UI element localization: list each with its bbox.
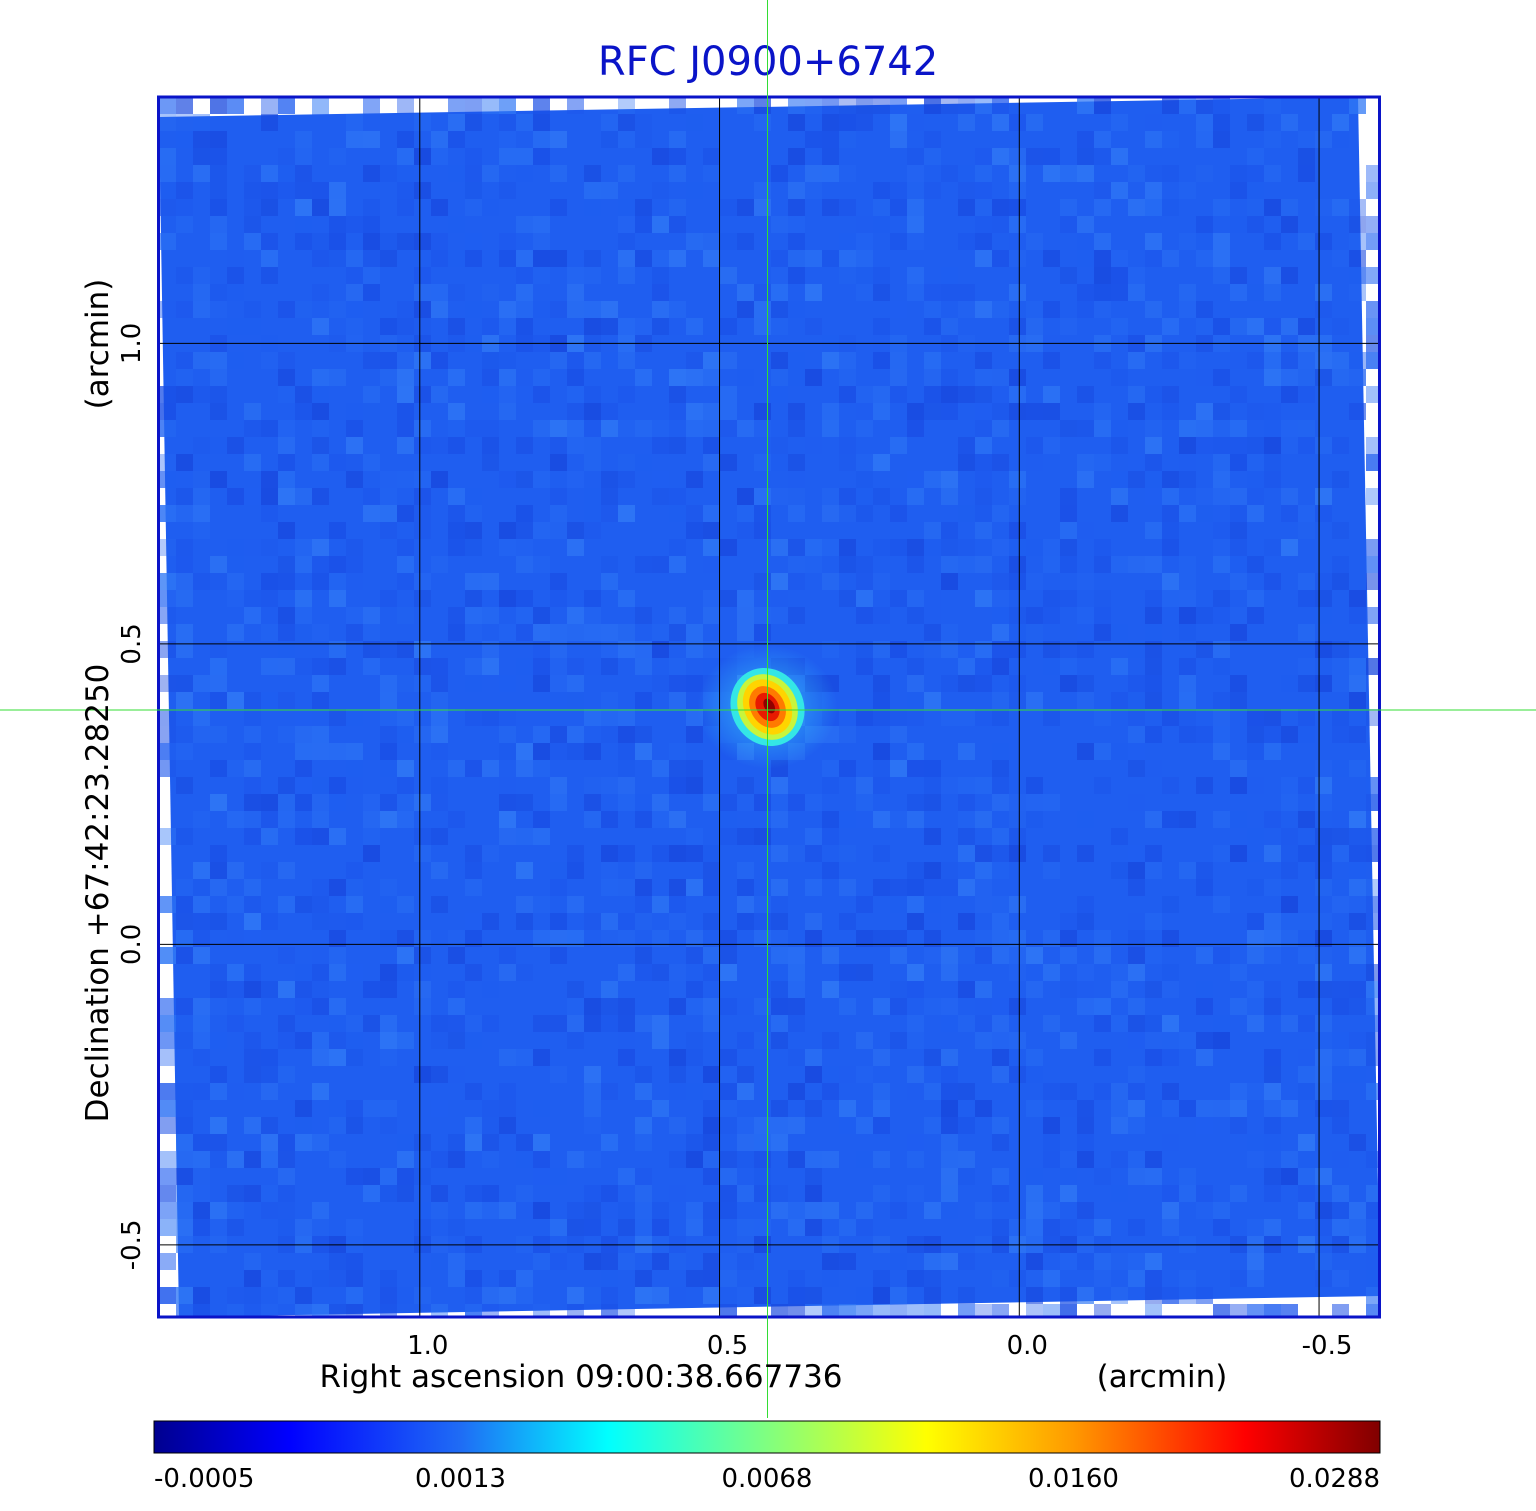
colorbar-tick-labels: -0.0005 0.0013 0.0068 0.0160 0.0288 [154, 1464, 1380, 1494]
colorbar [153, 1420, 1381, 1454]
colorbar-tick-label-0: -0.0005 [154, 1464, 254, 1494]
x-tick-label-1: 0.5 [707, 1331, 748, 1361]
x-axis-unit: (arcmin) [1097, 1359, 1228, 1395]
y-tick-label-3: -0.5 [117, 1220, 147, 1271]
x-tick-label-0: 1.0 [407, 1331, 448, 1361]
colorbar-tick-label-2: 0.0068 [722, 1464, 813, 1494]
plot-frame [157, 95, 1381, 1319]
colorbar-tick-label-1: 0.0013 [415, 1464, 506, 1494]
y-axis-unit: (arcmin) [80, 279, 116, 410]
y-tick-label-1: 0.5 [117, 623, 147, 664]
x-tick-labels: 1.0 0.5 0.0 -0.5 [407, 1331, 1352, 1361]
colorbar-tick-label-3: 0.0160 [1028, 1464, 1119, 1494]
x-axis-label: Right ascension 09:00:38.667736 [319, 1359, 842, 1395]
y-tick-label-0: 1.0 [117, 323, 147, 364]
coordinate-grid [159, 97, 1379, 1317]
y-tick-label-2: 0.0 [117, 924, 147, 965]
noise-texture [159, 97, 1379, 1317]
colorbar-tick-label-4: 0.0288 [1289, 1464, 1380, 1494]
x-tick-label-3: -0.5 [1302, 1331, 1353, 1361]
x-tick-label-2: 0.0 [1007, 1331, 1048, 1361]
image-area [159, 97, 1379, 1317]
crosshair [0, 0, 1536, 1418]
y-axis-label: Declination +67:42:23.28250 [80, 664, 116, 1123]
y-tick-labels: 1.0 0.5 0.0 -0.5 [117, 323, 147, 1271]
